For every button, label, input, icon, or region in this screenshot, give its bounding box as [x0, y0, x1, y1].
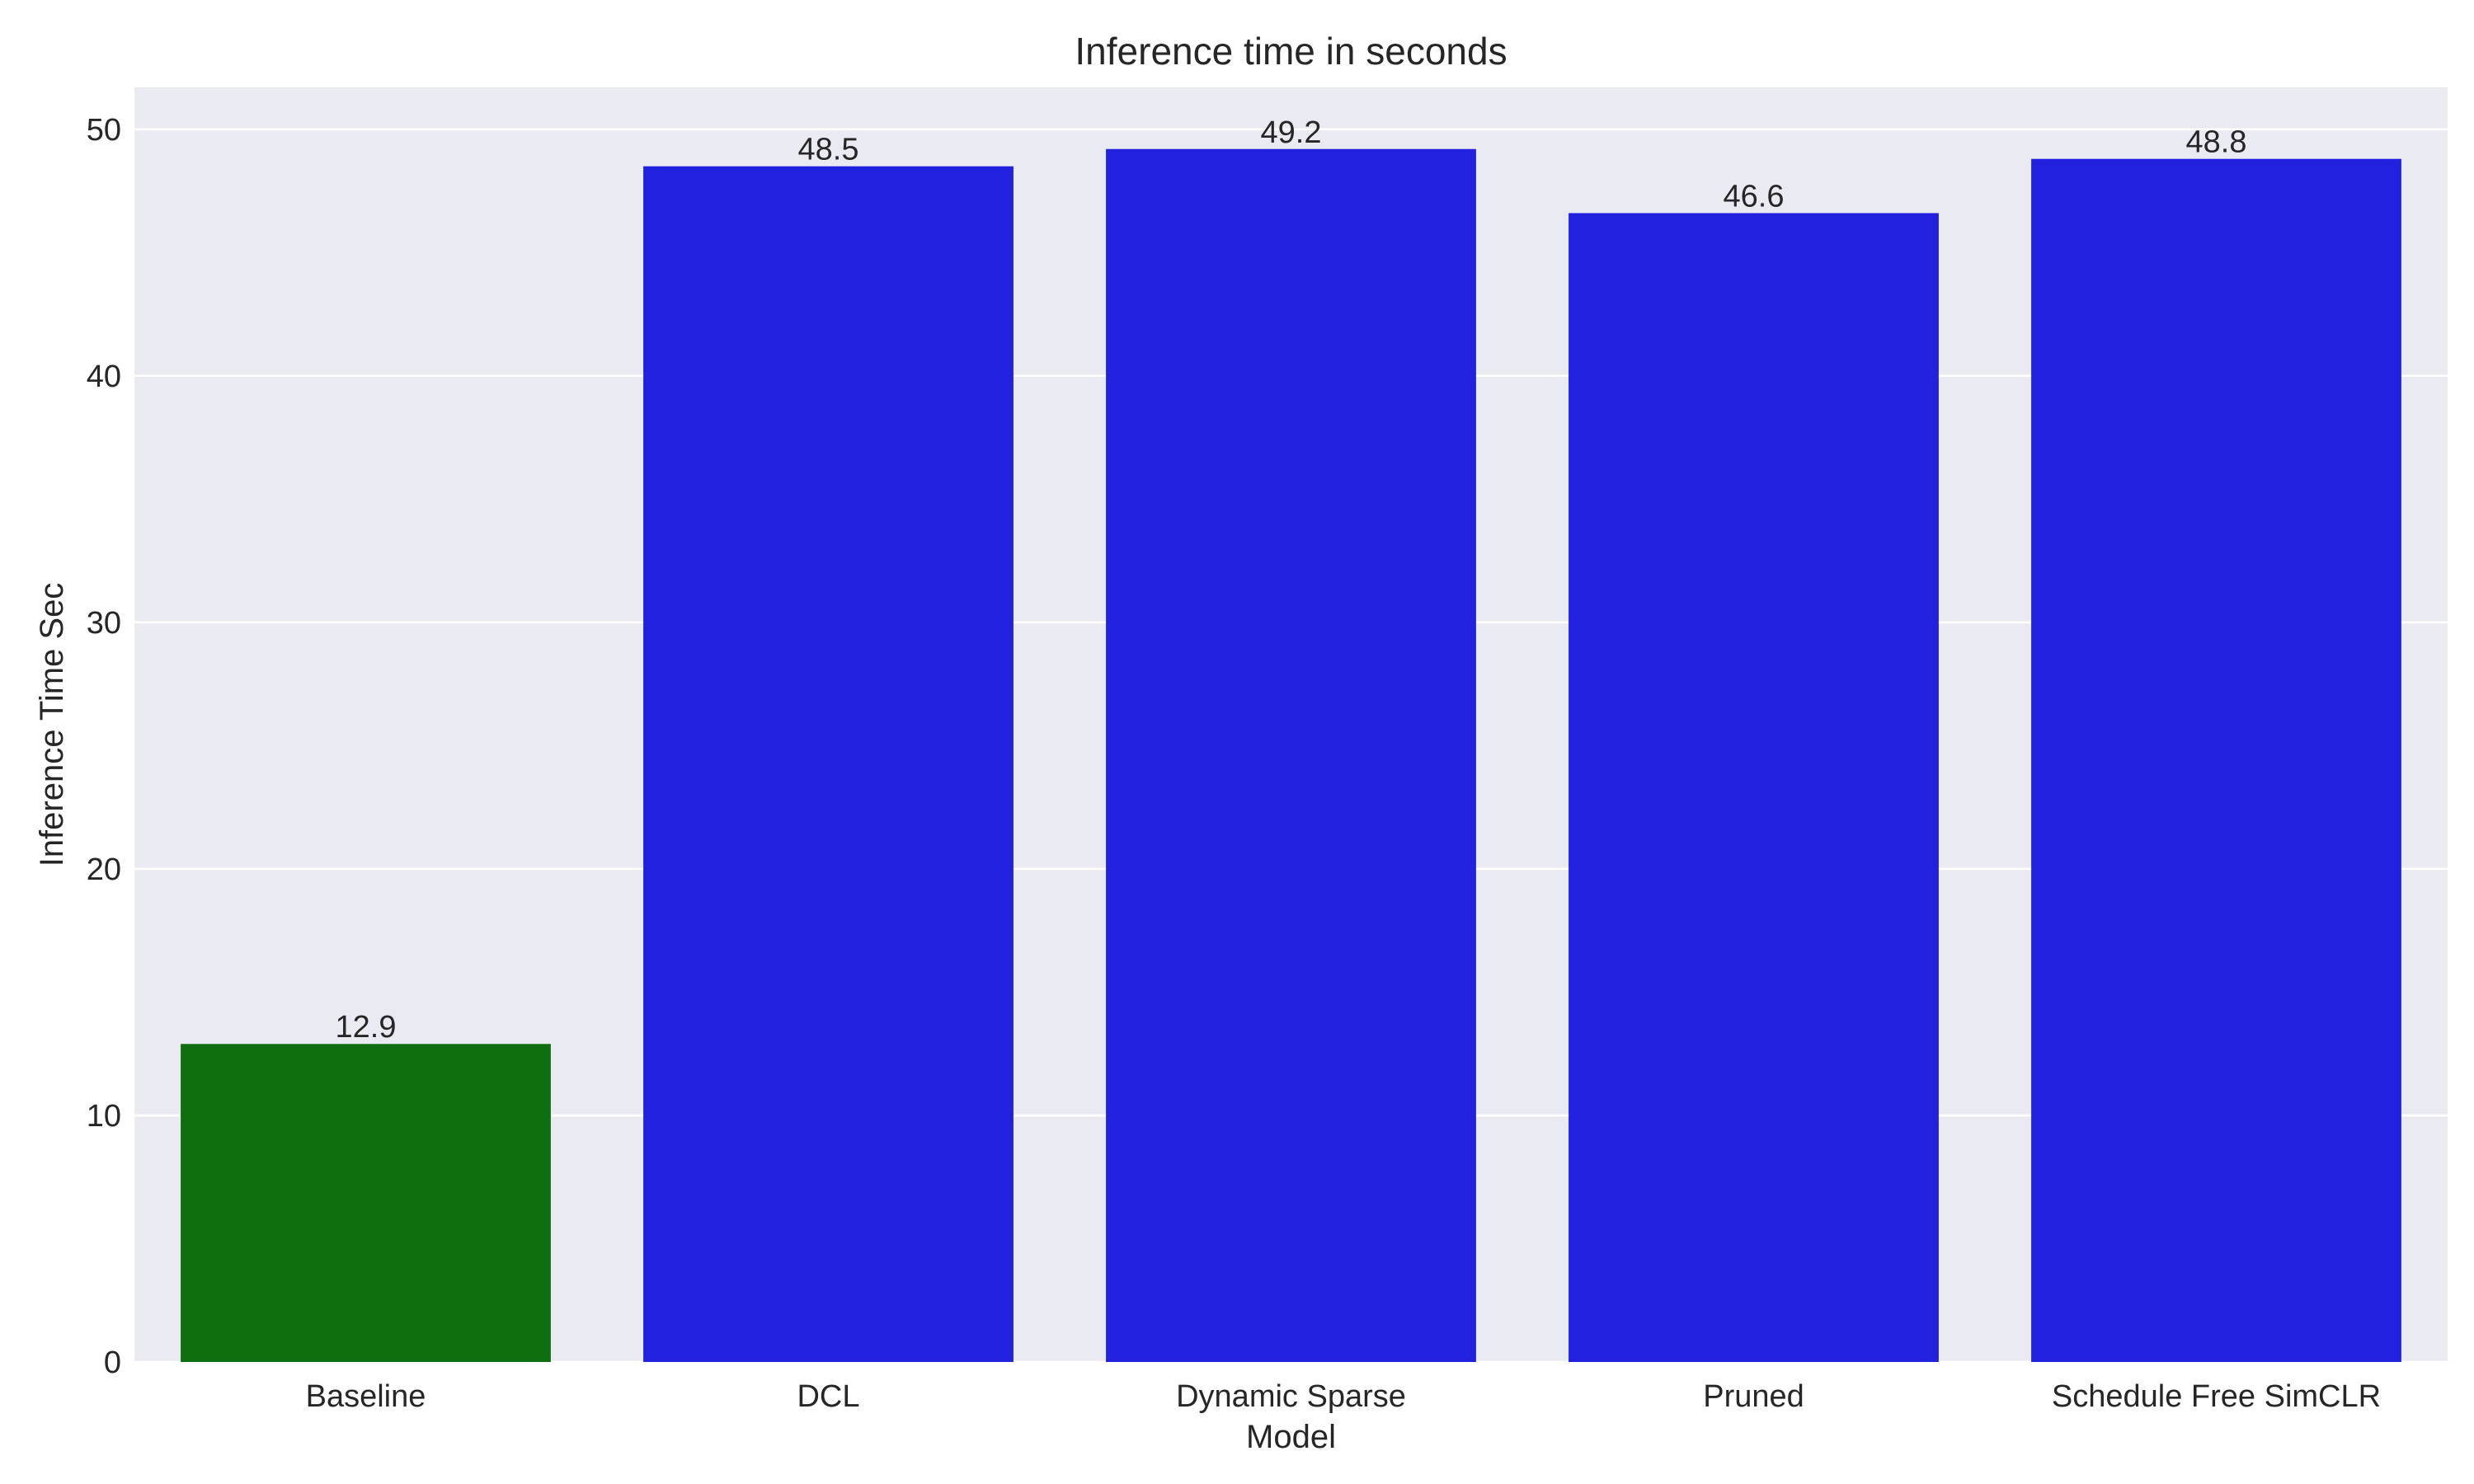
y-tick-label: 20 [87, 852, 121, 887]
bars [181, 148, 2401, 1363]
y-tick-label: 10 [87, 1099, 121, 1134]
bar-value-label: 49.2 [1261, 115, 1322, 150]
y-axis-label: Inference Time Sec [34, 583, 70, 867]
chart-title: Inference time in seconds [1075, 30, 1507, 73]
x-tick-label: Pruned [1703, 1379, 1804, 1414]
x-tick-label: Schedule Free SimCLR [2052, 1379, 2381, 1414]
bar [643, 166, 1014, 1362]
x-axis-label: Model [1246, 1419, 1336, 1455]
x-tick-label: Baseline [306, 1379, 426, 1414]
y-tick-label: 0 [104, 1345, 121, 1380]
x-tick-label: Dynamic Sparse [1176, 1379, 1406, 1414]
bar-value-label: 48.8 [2186, 125, 2247, 160]
y-axis-ticks: 0 10 20 30 40 50 [87, 113, 121, 1380]
bar-value-label: 12.9 [336, 1010, 397, 1045]
bar [2031, 158, 2401, 1363]
y-tick-label: 40 [87, 359, 121, 394]
bar [1569, 213, 1939, 1362]
y-tick-label: 30 [87, 606, 121, 641]
y-tick-label: 50 [87, 113, 121, 148]
bar [1106, 148, 1476, 1363]
bar-value-label: 46.6 [1724, 180, 1785, 214]
bar-value-labels: 12.9 48.5 49.2 46.6 48.8 [336, 115, 2247, 1045]
x-axis-ticks: Baseline DCL Dynamic Sparse Pruned Schedule … [306, 1379, 2381, 1414]
bar-value-label: 48.5 [798, 133, 859, 167]
bar [181, 1044, 551, 1362]
x-tick-label: DCL [797, 1379, 859, 1414]
